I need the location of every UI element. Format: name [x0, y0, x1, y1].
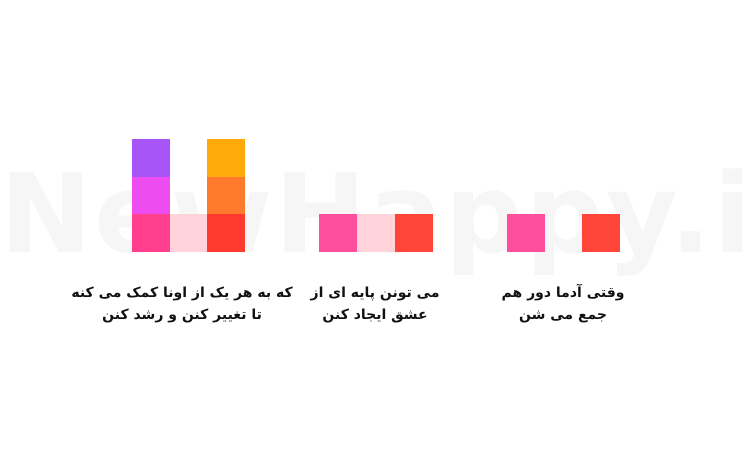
square: [170, 214, 207, 252]
square: [132, 177, 170, 214]
square: [357, 214, 395, 252]
caption-line: که به هر یک از اونا کمک می کنه: [71, 285, 293, 301]
square: [207, 177, 245, 214]
square: [395, 214, 433, 252]
square: [132, 139, 170, 177]
caption: وقتی آدما دور هم جمع می شن: [443, 282, 683, 326]
caption-line: می تونن پایه ای از: [310, 285, 440, 301]
caption: می تونن پایه ای از عشق ایجاد کنن: [255, 282, 495, 326]
square: [207, 139, 245, 177]
square: [507, 214, 545, 252]
square: [132, 214, 170, 252]
caption: که به هر یک از اونا کمک می کنه تا تغییر …: [62, 282, 302, 326]
square: [319, 214, 357, 252]
caption-line: عشق ایجاد کنن: [322, 307, 428, 323]
square: [207, 214, 245, 252]
caption-line: جمع می شن: [519, 307, 607, 323]
caption-line: وقتی آدما دور هم: [501, 285, 625, 301]
square: [582, 214, 620, 252]
caption-line: تا تغییر کنن و رشد کنن: [102, 307, 262, 323]
